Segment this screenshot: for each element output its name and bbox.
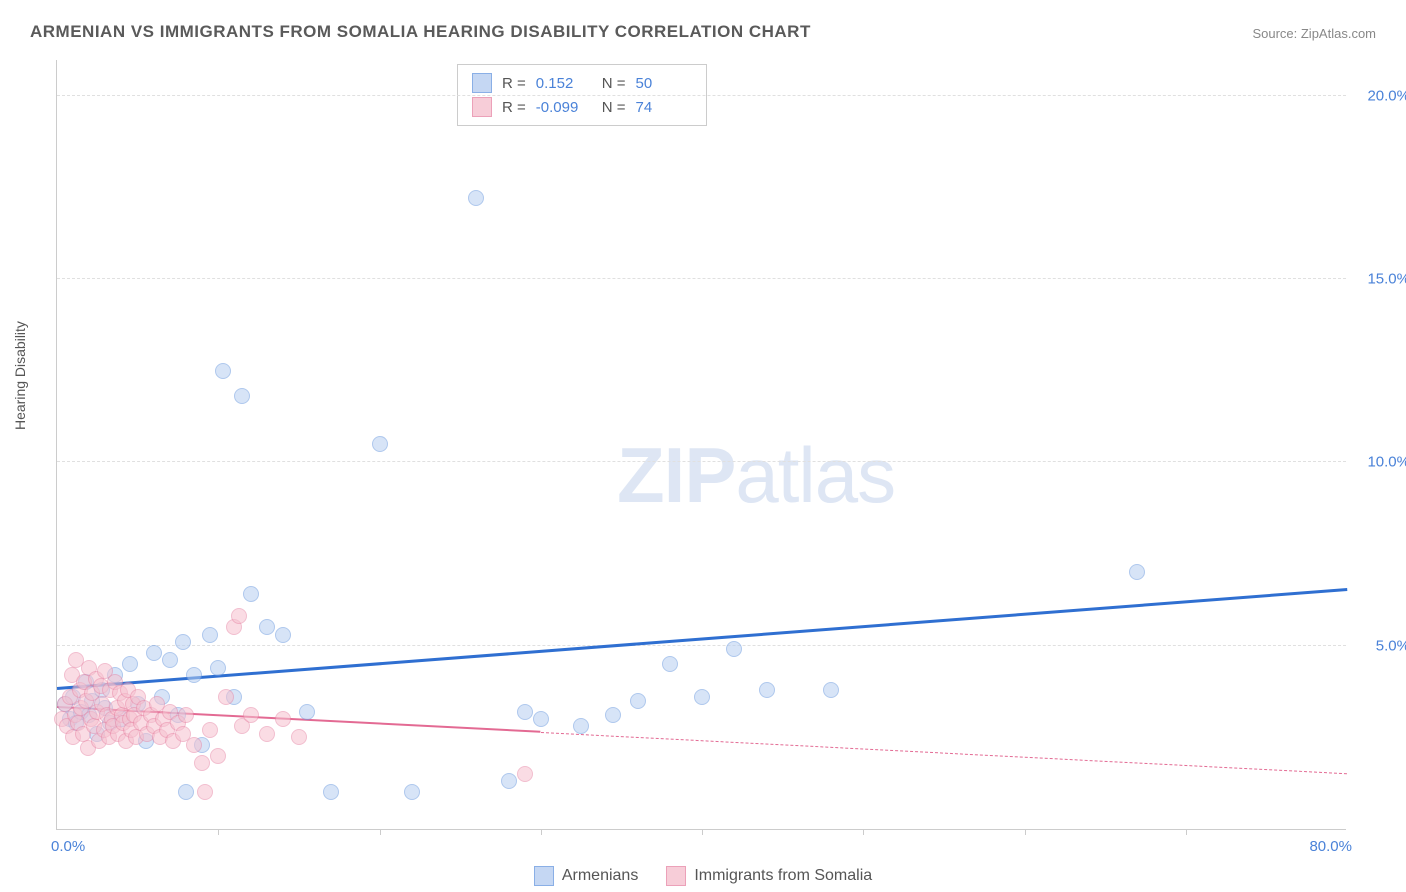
- data-point-armenians: [234, 388, 250, 404]
- data-point-somalia: [202, 722, 218, 738]
- data-point-armenians: [468, 190, 484, 206]
- data-point-somalia: [517, 766, 533, 782]
- data-point-armenians: [202, 627, 218, 643]
- y-tick-label: 5.0%: [1354, 637, 1406, 654]
- data-point-armenians: [122, 656, 138, 672]
- data-point-somalia: [231, 608, 247, 624]
- x-tick-mark: [1025, 829, 1026, 835]
- correlation-legend-row-somalia: R = -0.099 N = 74: [472, 95, 692, 119]
- plot-area: ZIPatlas R =0.152N =50R =-0.099N =74 0.0…: [56, 60, 1346, 830]
- series-legend-item-armenians: Armenians: [534, 866, 638, 886]
- data-point-armenians: [605, 707, 621, 723]
- n-value: 74: [636, 99, 692, 116]
- data-point-armenians: [275, 627, 291, 643]
- x-axis-origin-label: 0.0%: [51, 838, 85, 855]
- data-point-armenians: [299, 704, 315, 720]
- gridline: [57, 278, 1346, 279]
- legend-swatch-somalia: [472, 97, 492, 117]
- r-label: R =: [502, 75, 526, 92]
- data-point-armenians: [146, 645, 162, 661]
- y-tick-label: 20.0%: [1354, 87, 1406, 104]
- data-point-somalia: [186, 737, 202, 753]
- data-point-somalia: [178, 707, 194, 723]
- data-point-armenians: [630, 693, 646, 709]
- data-point-armenians: [1129, 564, 1145, 580]
- y-tick-label: 10.0%: [1354, 454, 1406, 471]
- watermark: ZIPatlas: [617, 430, 895, 521]
- data-point-somalia: [275, 711, 291, 727]
- data-point-armenians: [259, 619, 275, 635]
- series-legend: Armenians Immigrants from Somalia: [0, 866, 1406, 886]
- x-tick-mark: [1186, 829, 1187, 835]
- data-point-somalia: [210, 748, 226, 764]
- y-axis-label: Hearing Disability: [12, 321, 28, 430]
- gridline: [57, 95, 1346, 96]
- data-point-armenians: [533, 711, 549, 727]
- data-point-armenians: [573, 718, 589, 734]
- n-label: N =: [602, 99, 626, 116]
- n-label: N =: [602, 75, 626, 92]
- n-value: 50: [636, 75, 692, 92]
- data-point-somalia: [291, 729, 307, 745]
- x-axis-max-label: 80.0%: [1309, 838, 1352, 855]
- watermark-zip: ZIP: [617, 431, 735, 519]
- data-point-armenians: [210, 660, 226, 676]
- trendline-armenians: [57, 588, 1347, 689]
- trendline-dashed-somalia: [541, 732, 1347, 774]
- series-legend-item-somalia: Immigrants from Somalia: [666, 866, 872, 886]
- chart-container: ARMENIAN VS IMMIGRANTS FROM SOMALIA HEAR…: [0, 0, 1406, 892]
- legend-swatch-armenians: [534, 866, 554, 886]
- chart-title: ARMENIAN VS IMMIGRANTS FROM SOMALIA HEAR…: [30, 22, 811, 42]
- x-tick-mark: [863, 829, 864, 835]
- data-point-armenians: [726, 641, 742, 657]
- x-tick-mark: [218, 829, 219, 835]
- source-attribution: Source: ZipAtlas.com: [1252, 26, 1376, 41]
- gridline: [57, 461, 1346, 462]
- r-value: -0.099: [536, 99, 592, 116]
- data-point-somalia: [194, 755, 210, 771]
- data-point-armenians: [517, 704, 533, 720]
- data-point-armenians: [175, 634, 191, 650]
- series-label: Immigrants from Somalia: [694, 867, 872, 885]
- data-point-armenians: [243, 586, 259, 602]
- data-point-armenians: [823, 682, 839, 698]
- data-point-armenians: [186, 667, 202, 683]
- series-label: Armenians: [562, 867, 638, 885]
- data-point-armenians: [162, 652, 178, 668]
- data-point-somalia: [197, 784, 213, 800]
- watermark-atlas: atlas: [735, 431, 895, 519]
- r-value: 0.152: [536, 75, 592, 92]
- correlation-legend-row-armenians: R = 0.152 N = 50: [472, 71, 692, 95]
- gridline: [57, 645, 1346, 646]
- y-tick-label: 15.0%: [1354, 271, 1406, 288]
- data-point-armenians: [759, 682, 775, 698]
- data-point-armenians: [501, 773, 517, 789]
- x-tick-mark: [702, 829, 703, 835]
- data-point-somalia: [218, 689, 234, 705]
- data-point-armenians: [372, 436, 388, 452]
- legend-swatch-armenians: [472, 73, 492, 93]
- data-point-armenians: [662, 656, 678, 672]
- data-point-armenians: [178, 784, 194, 800]
- data-point-somalia: [243, 707, 259, 723]
- data-point-armenians: [323, 784, 339, 800]
- x-tick-mark: [380, 829, 381, 835]
- legend-swatch-somalia: [666, 866, 686, 886]
- x-tick-mark: [541, 829, 542, 835]
- data-point-armenians: [215, 363, 231, 379]
- data-point-armenians: [404, 784, 420, 800]
- data-point-armenians: [694, 689, 710, 705]
- data-point-somalia: [259, 726, 275, 742]
- r-label: R =: [502, 99, 526, 116]
